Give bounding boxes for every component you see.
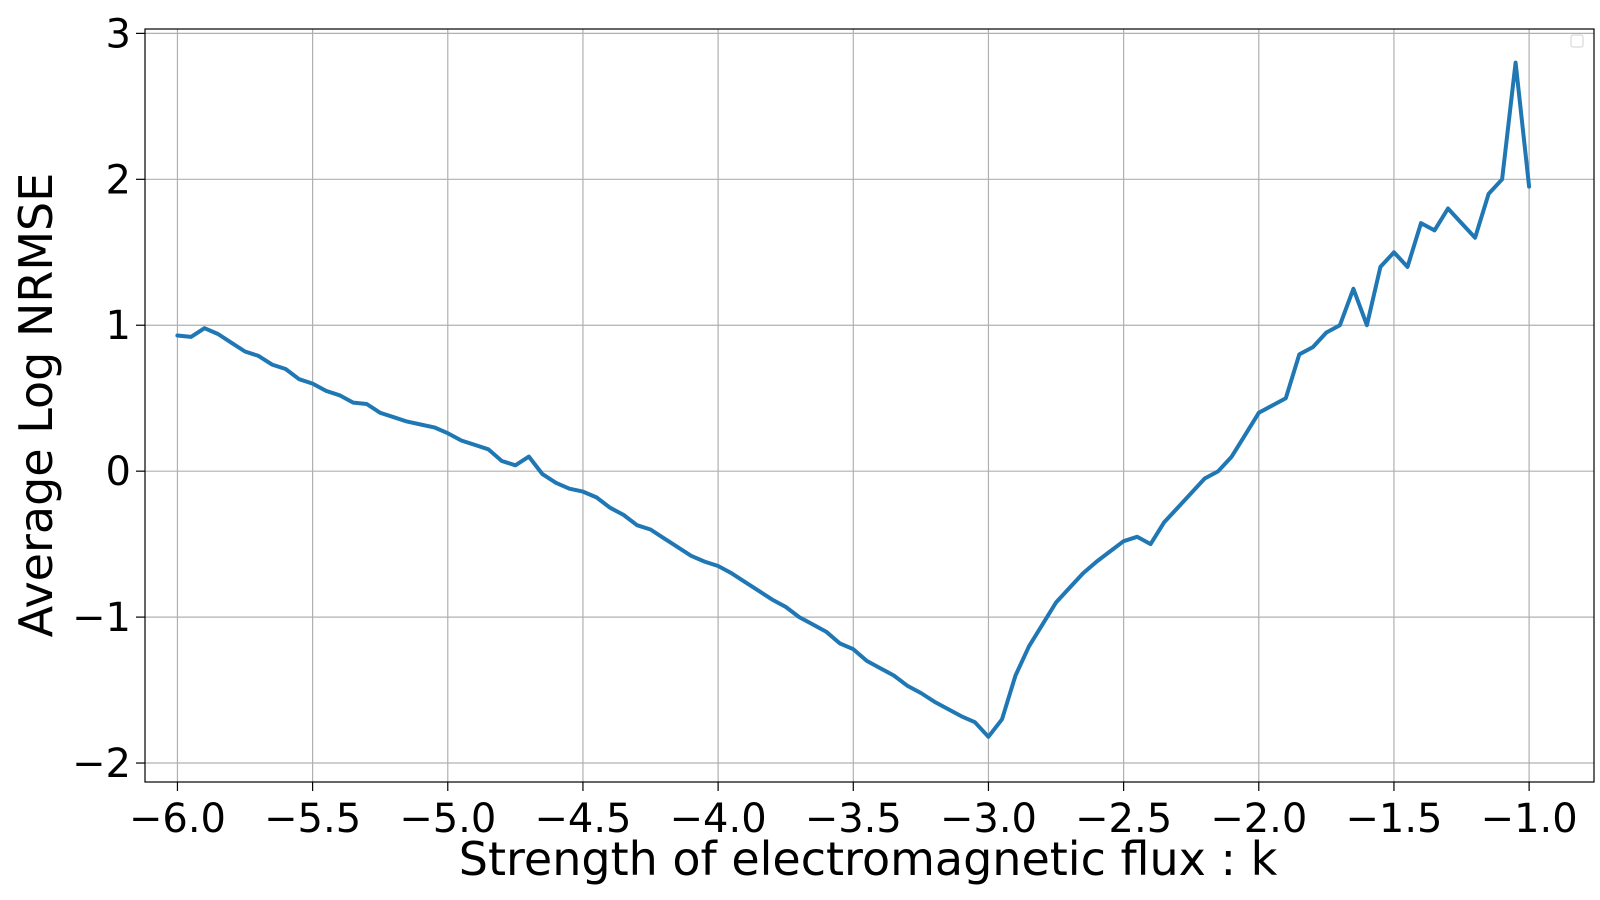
x-tick-label: −2.0 xyxy=(1210,796,1307,842)
y-tick-label: 2 xyxy=(106,157,131,203)
y-tick-label: 0 xyxy=(106,449,131,495)
x-tick-label: −1.0 xyxy=(1481,796,1578,842)
x-tick-label: −1.5 xyxy=(1345,796,1442,842)
plot-frame xyxy=(144,28,1595,783)
x-tick-label: −4.0 xyxy=(670,796,767,842)
y-tick-label: 1 xyxy=(106,303,131,349)
legend-box xyxy=(1570,34,1584,48)
y-tick-label: −1 xyxy=(72,595,131,641)
x-tick-label: −4.5 xyxy=(534,796,631,842)
y-tick-label: −2 xyxy=(72,741,131,787)
y-axis-label: Average Log NRMSE xyxy=(9,173,63,638)
x-axis-label: Strength of electromagnetic flux : k xyxy=(459,832,1278,886)
x-tick-label: −5.5 xyxy=(264,796,361,842)
y-tick-label: 3 xyxy=(106,11,131,57)
axis-ticks: −6.0 −5.5 −5.0 −4.5 −4.0 −3.5 −3.0 −2.5 −2.0 −1.5… xyxy=(72,11,1578,842)
grid-lines xyxy=(145,29,1594,782)
series-line xyxy=(175,60,1532,739)
series-group xyxy=(175,60,1532,739)
x-tick-label: −5.0 xyxy=(399,796,496,842)
x-tick-label: −3.5 xyxy=(805,796,902,842)
x-tick-label: −3.0 xyxy=(940,796,1037,842)
x-tick-label: −6.0 xyxy=(129,796,226,842)
x-tick-label: −2.5 xyxy=(1075,796,1172,842)
